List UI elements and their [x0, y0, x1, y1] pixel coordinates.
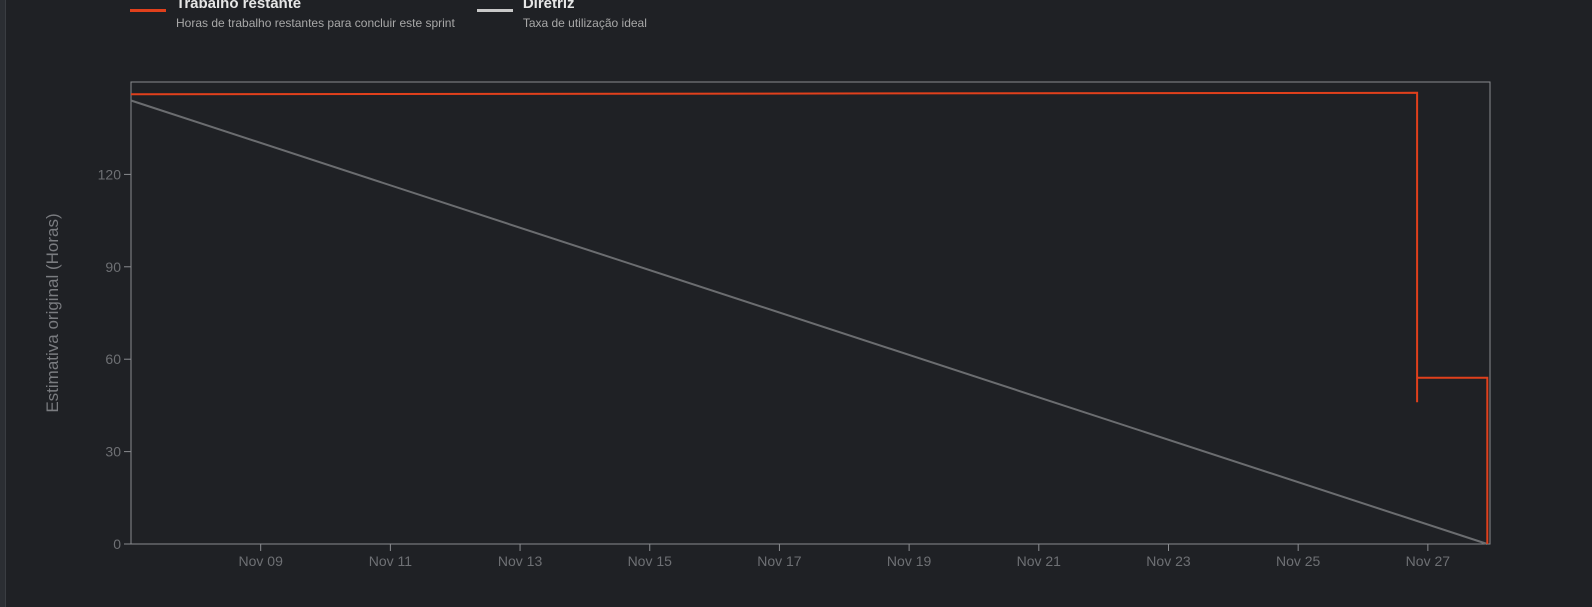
legend-item-guideline[interactable]: Diretriz Taxa de utilização ideal	[476, 0, 647, 30]
legend-title-guideline: Diretriz	[522, 0, 575, 12]
y-tick-label: 120	[98, 166, 122, 182]
legend-swatch-remaining-work	[130, 9, 166, 12]
legend-title-remaining-work: Trabalho restante	[176, 0, 302, 12]
x-tick-label: Nov 27	[1406, 553, 1451, 569]
y-tick-label: 60	[105, 351, 121, 367]
x-tick-label: Nov 09	[239, 553, 284, 569]
x-tick-label: Nov 13	[498, 553, 543, 569]
chart-legend: Trabalho restante Horas de trabalho rest…	[130, 0, 647, 30]
plot-area-frame	[130, 81, 1491, 545]
y-tick-label: 30	[105, 444, 121, 460]
y-tick-label: 90	[105, 259, 121, 275]
x-tick-label: Nov 15	[628, 553, 673, 569]
legend-swatch-guideline	[476, 9, 513, 12]
legend-subtitle-guideline: Taxa de utilização ideal	[522, 16, 647, 30]
x-tick-label: Nov 11	[369, 553, 413, 569]
x-tick-label: Nov 25	[1276, 553, 1321, 569]
series-line-guideline[interactable]	[130, 99, 1488, 545]
x-tick-label: Nov 17	[757, 553, 802, 569]
x-tick-label: Nov 23	[1146, 553, 1191, 569]
y-tick-label: 0	[113, 536, 121, 552]
series-line-remaining-work[interactable]	[130, 91, 1489, 544]
y-axis-label: Estimativa original (Horas)	[43, 213, 62, 412]
legend-subtitle-remaining-work: Horas de trabalho restantes para conclui…	[176, 16, 455, 30]
left-panel-border	[0, 0, 6, 607]
x-tick-label: Nov 21	[1017, 553, 1062, 569]
legend-item-remaining-work[interactable]: Trabalho restante Horas de trabalho rest…	[130, 0, 455, 30]
x-tick-label: Nov 19	[887, 553, 932, 569]
